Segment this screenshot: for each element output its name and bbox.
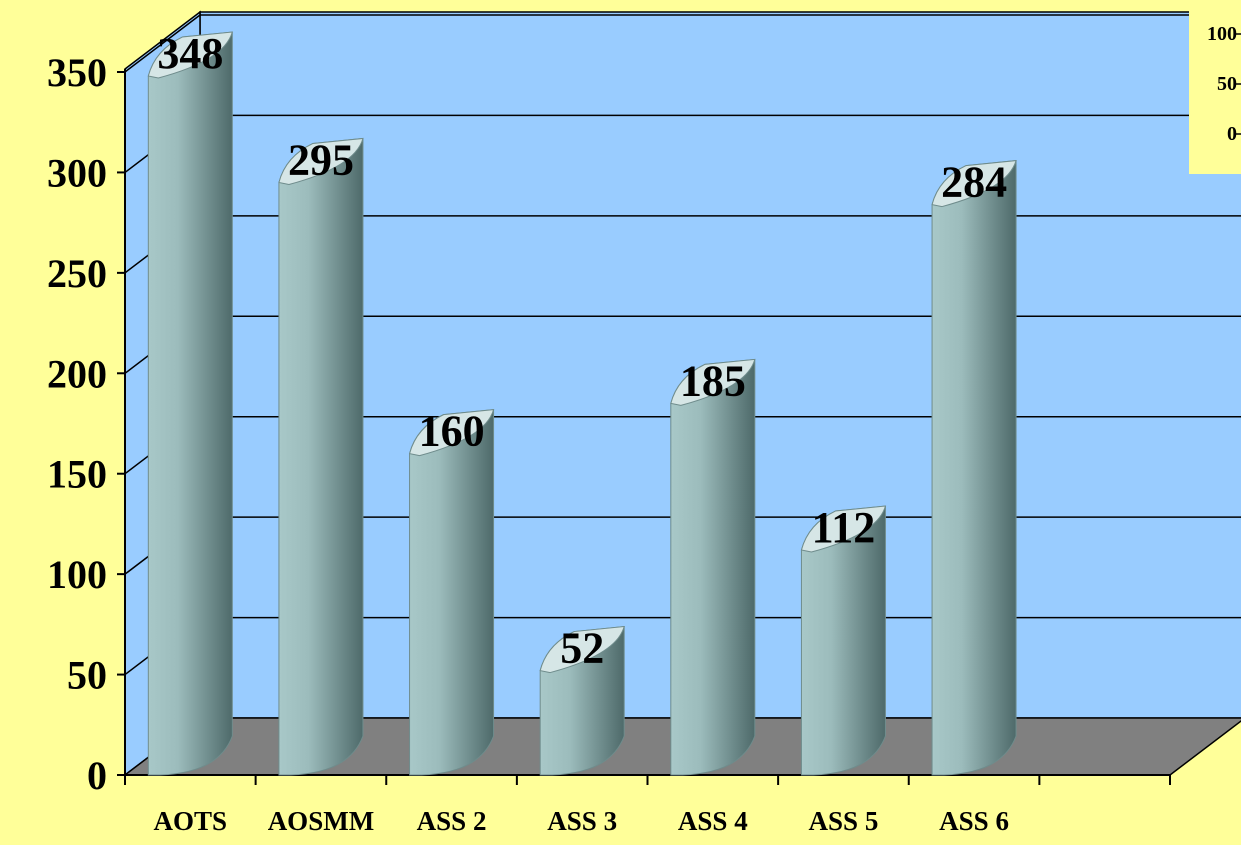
inset-legend [1189, 8, 1241, 174]
value-label: 112 [812, 503, 876, 552]
x-tick-label: ASS 4 [678, 806, 748, 836]
x-tick-label: ASS 6 [939, 806, 1009, 836]
inset-tick-label: 0 [1227, 123, 1237, 145]
y-tick-label: 250 [47, 251, 107, 296]
inset-tick-label: 50 [1217, 73, 1237, 95]
x-tick-label: ASS 5 [809, 806, 879, 836]
x-tick-label: AOSMM [268, 806, 374, 836]
x-tick-label: ASS 2 [417, 806, 487, 836]
value-label: 295 [288, 135, 354, 184]
y-tick-label: 350 [47, 50, 107, 95]
y-tick-label: 300 [47, 150, 107, 195]
value-label: 185 [680, 356, 746, 405]
value-label: 348 [157, 29, 223, 78]
bar-top [800, 505, 887, 553]
bar-ass-4 [670, 358, 756, 776]
bar-top [278, 137, 364, 185]
bar-ass-2 [409, 409, 495, 776]
y-tick-label: 0 [87, 753, 107, 798]
bar-top [670, 358, 756, 406]
y-tick-label: 150 [47, 452, 107, 497]
value-label: 52 [560, 624, 604, 673]
y-tick-label: 100 [47, 552, 107, 597]
bar-ass-6 [931, 160, 1017, 776]
bar-top [931, 159, 1017, 208]
gridline [124, 14, 1241, 73]
y-tick-label: 50 [67, 653, 107, 698]
bar-top [408, 409, 495, 457]
x-tick-label: ASS 3 [547, 806, 617, 836]
y-tick-label: 200 [47, 351, 107, 396]
value-label: 160 [419, 407, 485, 456]
bar-top [539, 625, 625, 674]
bar-aosmm [278, 137, 364, 776]
bar-top [147, 31, 233, 79]
value-label: 284 [941, 158, 1007, 207]
inset-tick-label: 100 [1207, 23, 1237, 45]
x-tick-label: AOTS [154, 806, 228, 836]
bar-aots [147, 31, 233, 776]
